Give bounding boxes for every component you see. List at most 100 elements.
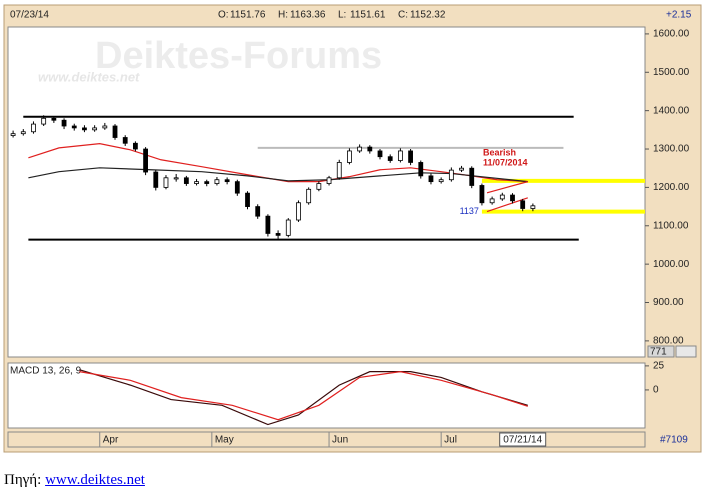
candle-body (377, 150, 383, 158)
y-tick-label: 1000.00 (653, 259, 690, 270)
candle-body (82, 127, 87, 131)
candle-body (489, 198, 495, 204)
candle-body (31, 123, 36, 133)
candle-body (224, 179, 230, 183)
candle-body (71, 125, 77, 129)
y-tick-label: 1600.00 (653, 29, 690, 40)
y-tick-label: 1300.00 (653, 144, 690, 155)
candle-body (347, 150, 352, 163)
header-date: 07/23/14 (10, 10, 49, 21)
candle-body (459, 167, 464, 171)
candle-body (163, 177, 169, 188)
x-tick-label: Apr (103, 435, 119, 446)
candle-body (245, 192, 250, 207)
footer: Πηγή: www.deiktes.net (4, 472, 145, 489)
candle-body (367, 146, 373, 152)
candle-body (469, 167, 475, 186)
candle-body (530, 205, 536, 209)
candle-body (316, 183, 322, 190)
candle-body (173, 177, 179, 180)
macd-panel (7, 362, 646, 429)
candle-body (326, 177, 332, 184)
candle-body (112, 125, 118, 138)
header-value: 1152.32 (410, 10, 446, 21)
last-marker: 771 (650, 347, 667, 358)
candle-body (10, 133, 16, 136)
y-tick-label: 25 (653, 361, 665, 372)
price-panel (7, 26, 646, 358)
candle-body (51, 117, 57, 121)
level-label: 1137 (460, 206, 479, 216)
trend-line (486, 197, 528, 213)
candle-body (499, 194, 505, 200)
candle-body (41, 117, 47, 125)
candle-body (285, 219, 291, 236)
y-tick-label: 800.00 (653, 336, 684, 347)
candle-body (438, 179, 444, 183)
candle-body (357, 146, 363, 152)
bar-count: #7109 (660, 435, 688, 446)
chart: Deiktes-Forums www.deiktes.net 07/23/14 … (3, 4, 702, 453)
x-tick-label: May (215, 435, 234, 446)
header-value: 1163.36 (290, 10, 326, 21)
candle-body (479, 185, 485, 204)
header-label: H: (278, 10, 288, 21)
header-value: 1151.76 (230, 10, 266, 21)
candle-body (255, 206, 261, 217)
candle-body (92, 127, 98, 131)
candle-body (204, 181, 210, 184)
candle-body (102, 125, 108, 129)
macd-line (79, 371, 528, 421)
macd-line (79, 369, 528, 426)
candle-body (428, 175, 434, 183)
header-value: 1151.61 (350, 10, 386, 21)
header-label: O: (218, 10, 229, 21)
y-tick-label: 1200.00 (653, 182, 690, 193)
y-tick-label: 1400.00 (653, 105, 690, 116)
candle-body (296, 202, 301, 221)
candle-body (387, 156, 393, 161)
candle-body (418, 162, 424, 177)
candle-body (214, 179, 220, 184)
candle-body (143, 148, 148, 173)
candle-body (194, 181, 199, 184)
y-tick-label: 1100.00 (653, 220, 689, 231)
candle-body (183, 177, 189, 184)
cursor-label: 07/21/14 (503, 435, 542, 446)
candle-body (132, 142, 138, 150)
y-tick-label: 0 (653, 385, 659, 396)
last-marker-box (647, 345, 675, 358)
header-label: L: (338, 10, 346, 21)
x-axis-bar (7, 431, 646, 448)
cursor-box (499, 432, 547, 447)
footer-label: Πηγή: (4, 472, 42, 488)
candle-body (520, 200, 526, 209)
zoom-button (675, 345, 697, 358)
candle-body (234, 181, 240, 194)
candle-body (408, 150, 413, 163)
candle-body (61, 119, 67, 127)
candle-body (448, 169, 454, 181)
watermark: Deiktes-Forums (95, 35, 382, 77)
macd-title: MACD 13, 26, 9 (10, 366, 82, 377)
candle-body (275, 233, 281, 236)
candle-body (153, 171, 159, 188)
watermark: www.deiktes.net (38, 69, 140, 84)
footer-link[interactable]: www.deiktes.net (45, 472, 145, 488)
candle-body (122, 137, 128, 144)
header-change: +2.15 (666, 10, 692, 21)
annotation: Bearish (483, 147, 516, 157)
candle-body (265, 215, 271, 234)
x-tick-label: Jun (332, 435, 348, 446)
candle-body (510, 194, 515, 202)
y-tick-label: 900.00 (653, 297, 684, 308)
header-label: C: (398, 10, 408, 21)
x-tick-label: Jul (444, 435, 457, 446)
trend-line (486, 181, 528, 194)
annotation: 11/07/2014 (483, 157, 528, 167)
candle-body (20, 131, 26, 135)
y-tick-label: 1500.00 (653, 67, 690, 78)
candle-body (306, 188, 312, 204)
candle-body (336, 162, 342, 179)
